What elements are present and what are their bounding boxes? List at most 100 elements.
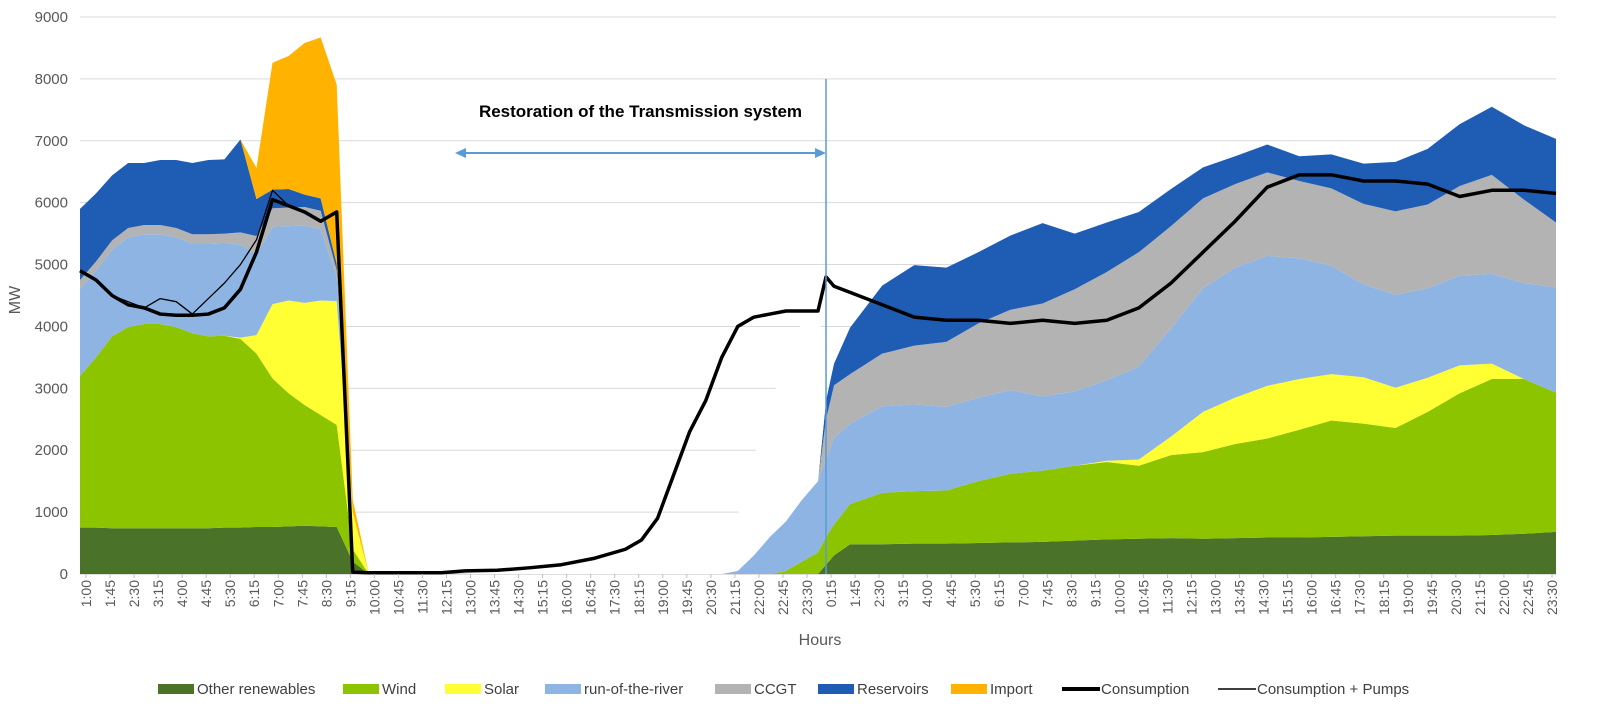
x-tick-label: 19:00	[655, 580, 671, 615]
area-solar	[80, 300, 1556, 574]
x-tick-label: 12:15	[438, 580, 454, 615]
y-tick-label: 0	[60, 566, 68, 583]
x-tick-label: 18:15	[631, 580, 647, 615]
y-axis: 0 1000 2000 3000 4000 5000 6000 7000 8000 9000	[35, 9, 68, 583]
x-tick-label: 4:45	[943, 580, 959, 607]
x-tick-label: 19:45	[1424, 580, 1440, 615]
y-tick-label: 7000	[35, 133, 68, 150]
x-tick-label: 15:15	[1280, 580, 1296, 615]
x-tick-label: 1:45	[847, 580, 863, 607]
x-tick-label: 23:30	[799, 580, 815, 615]
x-tick-label: 6:15	[991, 580, 1007, 607]
y-tick-label: 1000	[35, 504, 68, 521]
x-tick-label: 23:30	[1544, 580, 1560, 615]
x-tick-label: 22:45	[775, 580, 791, 615]
x-tick-label: 6:15	[246, 580, 262, 607]
x-tick-label: 5:30	[222, 580, 238, 607]
x-tick-label: 0:15	[823, 580, 839, 607]
x-tick-label: 8:30	[318, 580, 334, 607]
x-tick-label: 9:15	[342, 580, 358, 607]
area-other-renewables	[80, 525, 1556, 574]
x-tick-label: 3:15	[150, 580, 166, 607]
legend-swatch-other-renewables	[158, 684, 194, 694]
y-tick-label: 3000	[35, 380, 68, 397]
x-tick-label: 7:00	[270, 580, 286, 607]
arrow-head-right	[815, 148, 827, 158]
x-tick-label: 3:15	[895, 580, 911, 607]
x-tick-label: 8:30	[1063, 580, 1079, 607]
x-tick-label: 14:30	[1256, 580, 1272, 615]
x-tick-label: 1:45	[102, 580, 118, 607]
x-tick-label: 22:45	[1520, 580, 1536, 615]
legend-label-solar: Solar	[484, 681, 519, 698]
legend-swatch-solar	[445, 684, 481, 694]
x-tick-label: 19:00	[1400, 580, 1416, 615]
legend-swatch-import	[951, 684, 987, 694]
x-tick-label: 1:00	[78, 580, 94, 607]
x-tick-label: 2:30	[871, 580, 887, 607]
x-tick-label: 11:30	[1159, 580, 1175, 614]
x-tick-label: 12:15	[1184, 580, 1200, 615]
x-tick-label: 15:15	[535, 580, 551, 615]
x-tick-label: 16:00	[1304, 580, 1320, 615]
legend: Other renewables Wind Solar run-of-the-rive…	[158, 681, 1409, 698]
legend-label-reservoirs: Reservoirs	[857, 681, 929, 698]
legend-label-import: Import	[990, 681, 1033, 698]
legend-label-consumption-pumps: Consumption + Pumps	[1257, 681, 1409, 698]
x-tick-label: 10:45	[390, 580, 406, 615]
area-wind	[80, 323, 1556, 574]
x-tick-label: 5:30	[967, 580, 983, 607]
legend-swatch-reservoirs	[818, 684, 854, 694]
x-tick-label: 22:00	[1496, 580, 1512, 615]
area-ccgt	[80, 172, 1556, 574]
x-tick-label: 20:30	[703, 580, 719, 615]
x-tick-label: 7:00	[1015, 580, 1031, 607]
x-tick-label: 16:45	[1328, 580, 1344, 615]
x-tick-label: 7:45	[294, 580, 310, 607]
y-tick-label: 4000	[35, 318, 68, 335]
x-tick-label: 13:45	[1232, 580, 1248, 615]
legend-swatch-wind	[343, 684, 379, 694]
y-tick-label: 6000	[35, 195, 68, 212]
x-tick-label: 21:15	[1472, 580, 1488, 615]
x-axis: 1:00 1:45 2:30 3:15 4:00 4:45 5:30 6:15 7:00 7:45…	[78, 574, 1560, 615]
x-tick-label: 18:15	[1376, 580, 1392, 615]
x-tick-label: 17:30	[1352, 580, 1368, 615]
arrow-head-left	[455, 148, 466, 158]
legend-swatch-ccgt	[715, 684, 751, 694]
x-tick-label: 7:45	[1039, 580, 1055, 607]
legend-label-ccgt: CCGT	[754, 681, 797, 698]
x-tick-label: 10:00	[1111, 580, 1127, 615]
area-run-of-the-river	[80, 225, 1556, 574]
legend-label-run-of-the-river: run-of-the-river	[584, 681, 683, 698]
x-tick-label: 17:30	[607, 580, 623, 615]
line-consumption-pumps	[79, 174, 1557, 574]
legend-label-wind: Wind	[382, 681, 416, 698]
restoration-annotation: Restoration of the Transmission system	[455, 79, 827, 574]
x-tick-label: 9:15	[1087, 580, 1103, 607]
x-tick-label: 11:30	[414, 580, 430, 614]
x-tick-label: 19:45	[679, 580, 695, 615]
legend-label-other-renewables: Other renewables	[197, 681, 315, 698]
x-tick-label: 4:00	[174, 580, 190, 607]
x-axis-label: Hours	[799, 632, 842, 649]
x-tick-label: 4:00	[919, 580, 935, 607]
y-tick-label: 9000	[35, 9, 68, 26]
legend-swatch-run-of-the-river	[545, 684, 581, 694]
x-tick-label: 16:00	[559, 580, 575, 615]
x-tick-label: 4:45	[198, 580, 214, 607]
restoration-text: Restoration of the Transmission system	[479, 102, 802, 121]
x-tick-label: 21:15	[727, 580, 743, 615]
x-tick-label: 10:00	[366, 580, 382, 615]
y-tick-label: 5000	[35, 257, 68, 274]
y-tick-label: 2000	[35, 442, 68, 459]
x-tick-label: 13:45	[487, 580, 503, 615]
x-tick-label: 22:00	[751, 580, 767, 615]
x-tick-label: 13:00	[1208, 580, 1224, 615]
x-tick-label: 20:30	[1448, 580, 1464, 615]
consumption-lines	[79, 173, 1557, 575]
x-tick-label: 16:45	[583, 580, 599, 615]
x-tick-label: 2:30	[126, 580, 142, 607]
y-axis-label: MW	[7, 285, 24, 314]
